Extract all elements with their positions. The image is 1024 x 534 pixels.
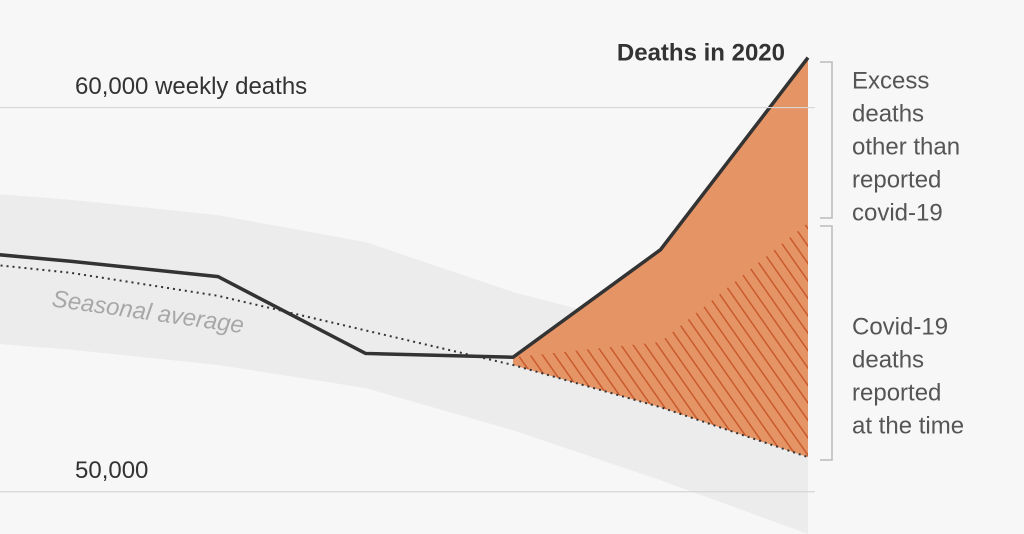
brackets xyxy=(820,61,833,461)
excess-bracket xyxy=(820,61,833,219)
excess-label: reported xyxy=(852,166,941,193)
seasonal-range xyxy=(0,194,808,534)
covid-bracket xyxy=(820,225,833,461)
covid-label: deaths xyxy=(852,346,924,373)
covid-label: at the time xyxy=(852,412,964,439)
covid-reported xyxy=(660,222,808,458)
excess-label: other than xyxy=(852,133,960,160)
covid-reported xyxy=(513,341,661,408)
excess-label: deaths xyxy=(852,100,924,127)
y-tick-label: 50,000 xyxy=(75,457,148,484)
excess-label: covid-19 xyxy=(852,199,943,226)
chart-title: Deaths in 2020 xyxy=(617,39,785,66)
excess-label: Excess xyxy=(852,67,929,94)
plot-area xyxy=(0,56,810,534)
deaths-line xyxy=(0,56,810,360)
covid-label: reported xyxy=(852,379,941,406)
y-tick-label: 60,000 weekly deaths xyxy=(75,73,307,100)
covid-label: Covid-19 xyxy=(852,313,948,340)
